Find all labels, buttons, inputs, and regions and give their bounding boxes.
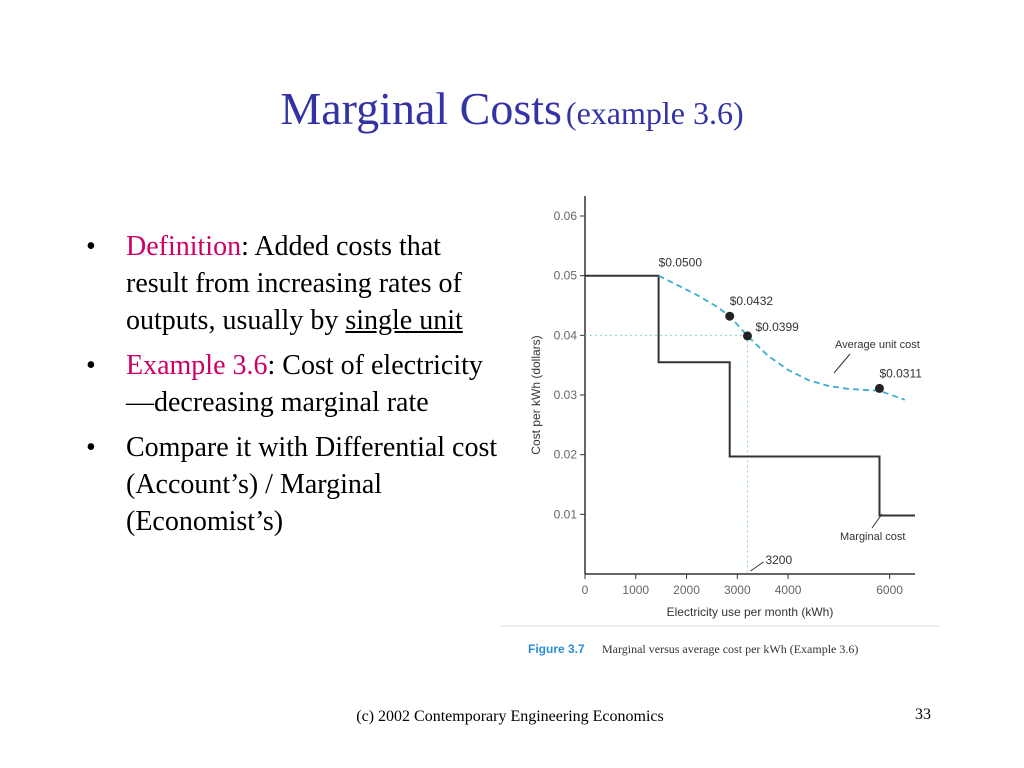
y-tick-label: 0.06 [554,209,578,223]
bullet-marker: • [86,432,96,463]
data-point-label: $0.0432 [730,294,774,308]
bullet-definition: • Definition: Added costs that result fr… [86,228,506,339]
average-cost-line [658,274,906,401]
y-tick-label: 0.04 [554,328,578,342]
bullet-marker: • [86,350,96,381]
x-axis-label: Electricity use per month (kWh) [667,605,834,619]
figure-caption: Marginal versus average cost per kWh (Ex… [602,642,858,656]
average-cost-legend-label: Average unit cost [835,339,920,351]
x-tick-label: 4000 [775,583,802,597]
y-axis-label: Cost per kWh (dollars) [529,335,543,454]
data-point-label: $0.0311 [879,366,922,380]
average-cost-pointer [833,353,851,374]
data-point-marker [725,311,735,321]
data-point-label: $0.0500 [659,256,703,270]
marginal-cost-legend-label: Marginal cost [840,531,905,543]
data-point-label: $0.0399 [755,320,799,334]
bullet-text: Compare it with Differential cost (Accou… [126,432,498,537]
bullet-text: : Added costs that result from increasin… [126,231,462,336]
slide-title-sub: (example 3.6) [565,95,744,131]
bullet-compare: • Compare it with Differential cost (Acc… [86,429,506,540]
y-tick-label: 0.02 [554,448,578,462]
bullet-highlight: Definition [126,231,242,262]
figure: 0.01 0.02 0.03 0.04 0.05 0.06 0 1000 2000 3000 400… [500,196,940,666]
bullet-highlight: Example 3.6 [126,350,268,381]
bullet-underlined-term: single unit [345,305,463,336]
marginal-cost-pointer [871,513,883,529]
figure-label: Figure 3.7 [528,642,585,656]
reference-x-label: 3200 [765,553,792,567]
y-tick-label: 0.01 [554,507,578,521]
x-tick-label: 2000 [673,583,700,597]
slide-title-main: Marginal Costs [280,83,562,134]
bullet-list: • Definition: Added costs that result fr… [86,228,506,548]
bullet-text: : Cost of electricity—decreasing margina… [126,350,483,418]
x-tick-label: 3000 [724,583,751,597]
cost-chart: 0.01 0.02 0.03 0.04 0.05 0.06 0 1000 2000 3000 400… [500,196,940,656]
x-tick-label: 0 [582,583,589,597]
data-point-marker [874,383,884,393]
x-tick-label: 6000 [876,583,903,597]
slide-title: Marginal Costs (example 3.6) [0,82,1024,135]
bullet-example: • Example 3.6: Cost of electricity—decre… [86,347,506,421]
marginal-cost-line [585,274,915,517]
y-tick-label: 0.05 [554,269,578,283]
y-tick-label: 0.03 [554,388,578,402]
bullet-marker: • [86,231,96,262]
footer-copyright: (c) 2002 Contemporary Engineering Econom… [356,708,664,725]
data-point-marker [742,331,752,341]
reference-pointer [750,561,764,572]
x-tick-label: 1000 [622,583,649,597]
page-number: 33 [915,706,931,723]
